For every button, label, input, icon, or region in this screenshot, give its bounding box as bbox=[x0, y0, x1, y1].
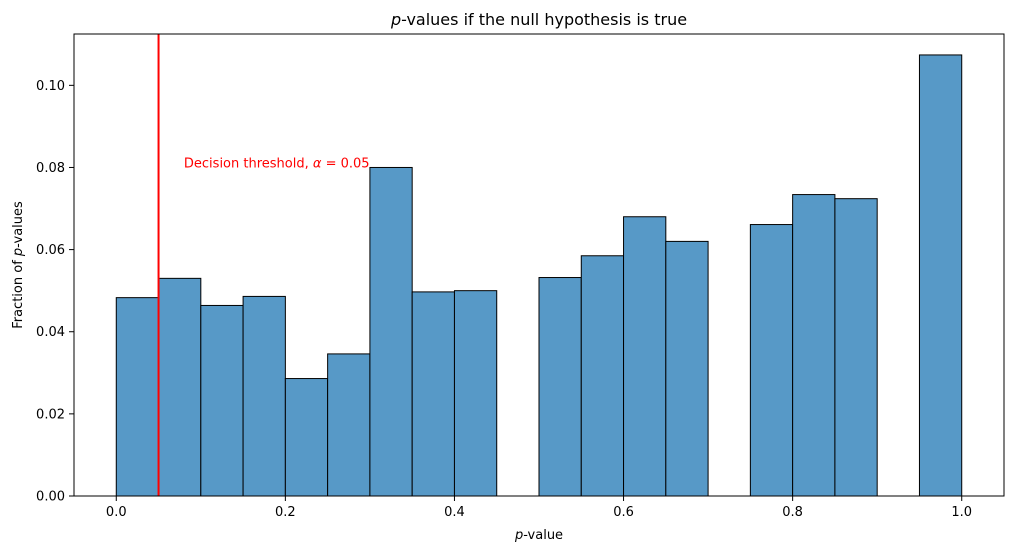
y-axis-title-prefix: Fraction of bbox=[11, 256, 26, 329]
y-tick-label-3: 0.06 bbox=[36, 243, 65, 258]
x-tick-label-0: 0.0 bbox=[106, 505, 127, 520]
x-tick-label-3: 0.6 bbox=[613, 505, 634, 520]
histogram-bar-10 bbox=[538, 277, 582, 497]
threshold-label-symbol: α bbox=[313, 156, 322, 171]
y-axis-ticks: 0.00 0.02 0.04 0.06 0.08 0.10 bbox=[36, 79, 74, 505]
x-tick-label-5: 1.0 bbox=[951, 505, 972, 520]
threshold-label-prefix: Decision threshold, bbox=[184, 156, 313, 171]
histogram-bar-19 bbox=[918, 54, 963, 497]
x-tick-label-4: 0.8 bbox=[782, 505, 803, 520]
histogram-bar-7 bbox=[411, 291, 455, 497]
histogram-bar-11 bbox=[580, 255, 625, 497]
y-tick-label-1: 0.02 bbox=[36, 407, 65, 422]
y-axis-title-suffix: -values bbox=[11, 201, 26, 248]
histogram-bar-2 bbox=[200, 304, 244, 497]
x-axis-title: p-value bbox=[514, 528, 563, 543]
histogram-bar-4 bbox=[284, 378, 329, 497]
chart-title-rest: -values if the null hypothesis is true bbox=[401, 10, 687, 29]
histogram-bar-6 bbox=[369, 166, 413, 497]
histogram-bar-0 bbox=[115, 297, 160, 497]
y-tick-label-2: 0.04 bbox=[36, 325, 65, 340]
threshold-label: Decision threshold, α = 0.05 bbox=[184, 156, 370, 171]
y-tick-label-0: 0.00 bbox=[36, 490, 65, 505]
histogram-bar-16 bbox=[792, 194, 836, 497]
histogram-bar-17 bbox=[834, 198, 878, 497]
y-tick-label-5: 0.10 bbox=[36, 79, 65, 94]
x-axis-title-rest: -value bbox=[523, 528, 563, 543]
histogram-bar-5 bbox=[327, 353, 371, 497]
histogram-bar-15 bbox=[749, 224, 794, 497]
x-axis-title-italic: p bbox=[514, 528, 523, 543]
histogram-bar-1 bbox=[158, 277, 202, 497]
histogram-bar-3 bbox=[242, 295, 286, 497]
histogram-bars bbox=[115, 54, 963, 497]
threshold-label-suffix: = 0.05 bbox=[321, 156, 369, 171]
x-tick-label-2: 0.4 bbox=[444, 505, 465, 520]
histogram-bar-8 bbox=[453, 290, 498, 497]
histogram-bar-12 bbox=[623, 216, 667, 497]
plot-frame bbox=[73, 33, 1005, 497]
chart-title: p-values if the null hypothesis is true bbox=[390, 10, 687, 29]
y-axis-title: Fraction of p-values bbox=[11, 201, 26, 329]
histogram-bar-13 bbox=[665, 240, 709, 497]
y-axis-title-italic: p bbox=[11, 248, 26, 257]
chart-title-italic: p bbox=[390, 10, 401, 29]
x-tick-label-1: 0.2 bbox=[275, 505, 296, 520]
x-axis-ticks: 0.0 0.2 0.4 0.6 0.8 1.0 bbox=[106, 496, 972, 520]
y-tick-label-4: 0.08 bbox=[36, 161, 65, 176]
